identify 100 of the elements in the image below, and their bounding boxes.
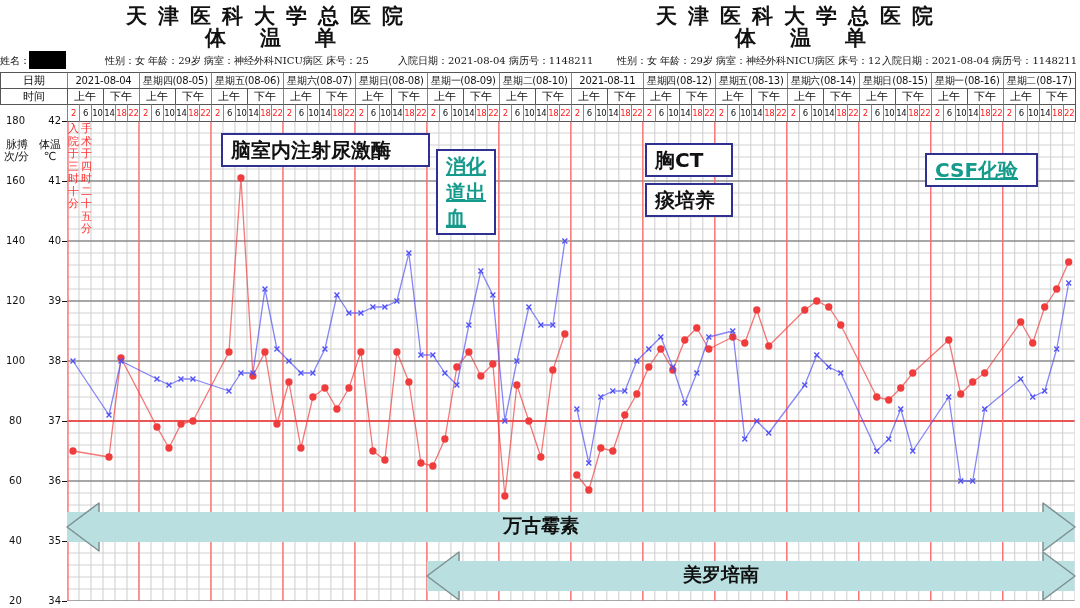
x-tick-label: 10 (306, 104, 320, 122)
x2-tick-label: 星期一(08-09) (426, 72, 500, 89)
x-tick-label: 22 (126, 104, 140, 122)
x-tick-label: 10 (162, 104, 176, 122)
x-tick-label: 22 (846, 104, 860, 122)
x-tick-label: 10 (522, 104, 536, 122)
y2-tick-label: 80 (9, 414, 22, 426)
x-tick-label: 2 (642, 104, 656, 122)
text: 上午 (67, 88, 104, 105)
text: 性别：女 年龄：29岁 病室：神经外科NICU病区 床号：25 (105, 54, 369, 68)
text: 姓名： (0, 54, 30, 68)
x-tick-label: 2 (714, 104, 728, 122)
x-tick-label: 18 (762, 104, 776, 122)
x2-tick-label: 2021-08-04 (67, 72, 140, 89)
x2-tick-label: 星期六(08-14) (786, 72, 860, 89)
x2-tick-label: 星期一(08-16) (930, 72, 1004, 89)
y-axis-title: 体温℃ (39, 137, 61, 163)
x2-tick-label: 星期日(08-08) (354, 72, 428, 89)
x-tick-label: 2 (498, 104, 512, 122)
x-tick-label: 6 (798, 104, 812, 122)
x-tick-label: 6 (294, 104, 308, 122)
x-tick-label: 22 (990, 104, 1004, 122)
text: 下午 (750, 88, 788, 105)
y-tick-label: 37 (48, 414, 61, 426)
x-tick-label: 2 (354, 104, 368, 122)
x-tick-label: 2 (138, 104, 152, 122)
y2-tick-label: 20 (9, 594, 22, 606)
x-tick-label: 18 (402, 104, 416, 122)
x-tick-label: 18 (474, 104, 488, 122)
x-tick-label: 10 (378, 104, 392, 122)
x-tick-label: 10 (594, 104, 608, 122)
x-tick-label: 6 (78, 104, 92, 122)
text: 下午 (174, 88, 212, 105)
x-tick-label: 10 (882, 104, 896, 122)
x2-tick-label: 2021-08-11 (570, 72, 644, 89)
y2-tick-label: 60 (9, 474, 22, 486)
x-tick-label: 2 (67, 104, 80, 122)
text: 性别：女 年龄：29岁 病室：神经外科NICU病区 床号：12 (617, 54, 881, 68)
y-tick-label: 35 (48, 534, 61, 546)
x-tick-label: 22 (630, 104, 644, 122)
x-tick-label: 18 (330, 104, 344, 122)
x-tick-label: 18 (186, 104, 200, 122)
x-tick-label: 14 (822, 104, 836, 122)
text: 入院日期：2021-08-04 病历号：1148211 (881, 54, 1077, 68)
text: 上午 (354, 88, 392, 105)
x-tick-label: 14 (174, 104, 188, 122)
annotation: 消化道出血 (436, 149, 496, 235)
x-tick-label: 18 (906, 104, 920, 122)
x2-axis-title: 日期 (0, 72, 68, 89)
x-tick-label: 10 (954, 104, 968, 122)
x-tick-label: 6 (366, 104, 380, 122)
text: 上午 (858, 88, 896, 105)
x-tick-label: 10 (90, 104, 104, 122)
x-tick-label: 6 (438, 104, 452, 122)
x-tick-label: 10 (666, 104, 680, 122)
x-tick-label: 10 (450, 104, 464, 122)
text: 下午 (102, 88, 140, 105)
x2-tick-label: 星期五(08-06) (210, 72, 284, 89)
y2-tick-label: 120 (5, 294, 25, 306)
x-tick-label: 22 (558, 104, 572, 122)
text: 下午 (966, 88, 1004, 105)
x2-tick-label: 星期日(08-15) (858, 72, 932, 89)
band-label: 万古霉素 (501, 513, 579, 536)
x-tick-label: 10 (810, 104, 824, 122)
x2-tick-label: 星期五(08-13) (714, 72, 788, 89)
text: 上午 (498, 88, 536, 105)
x2-tick-label: 星期四(08-05) (138, 72, 212, 89)
y-tick-label: 38 (48, 354, 61, 366)
x-tick-label: 6 (726, 104, 740, 122)
x-tick-label: 6 (582, 104, 596, 122)
y-tick-label: 34 (48, 594, 61, 606)
text: 上午 (282, 88, 320, 105)
text: 下午 (246, 88, 284, 105)
x2-tick-label: 星期四(08-12) (642, 72, 716, 89)
text: 上午 (570, 88, 608, 105)
text: 上午 (138, 88, 176, 105)
x-tick-label: 18 (546, 104, 560, 122)
x-tick-label: 14 (966, 104, 980, 122)
y-tick-label: 42 (48, 114, 61, 126)
x-tick-label: 6 (942, 104, 956, 122)
x-tick-label: 22 (918, 104, 932, 122)
x-tick-label: 14 (678, 104, 692, 122)
x-tick-label: 2 (570, 104, 584, 122)
x-tick-label: 10 (738, 104, 752, 122)
y-tick-label: 40 (48, 234, 61, 246)
text: 上午 (642, 88, 680, 105)
text: 下午 (462, 88, 500, 105)
x-tick-label: 2 (858, 104, 872, 122)
x-tick-label: 14 (606, 104, 620, 122)
annotation: 入院于三时十分 (67, 122, 79, 211)
text: 下午 (534, 88, 572, 105)
x-tick-label: 18 (1050, 104, 1064, 122)
x-tick-label: 14 (534, 104, 548, 122)
x-tick-label: 22 (342, 104, 356, 122)
x-tick-label: 14 (750, 104, 764, 122)
x-tick-label: 2 (786, 104, 800, 122)
text: 下午 (822, 88, 860, 105)
x-tick-label: 18 (618, 104, 632, 122)
annotation: 脑室内注射尿激酶 (221, 133, 430, 167)
x-tick-label: 6 (870, 104, 884, 122)
